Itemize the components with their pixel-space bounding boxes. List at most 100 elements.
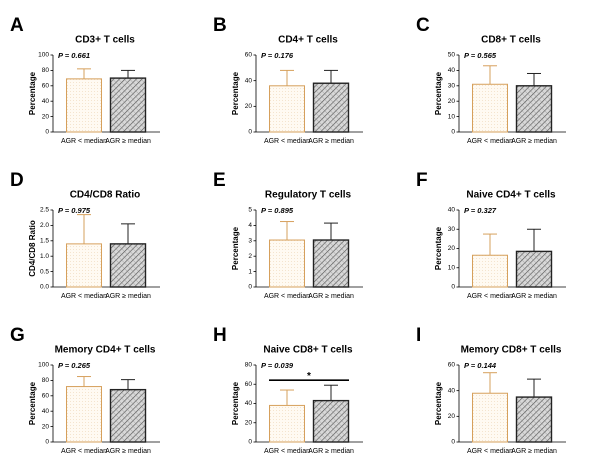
- y-axis-label: Percentage: [231, 226, 240, 270]
- x-tick-label: AGR < median: [467, 293, 513, 300]
- panel: H Naive CD8+ T cells Percentage 0 20 40 60 80 AG…: [213, 325, 363, 455]
- panel-letter: D: [10, 170, 24, 191]
- bar: [66, 243, 102, 288]
- y-tick-label: 10: [448, 264, 456, 271]
- y-tick-label: 0: [248, 284, 252, 291]
- bar: [515, 396, 553, 443]
- x-tick-label: AGR ≥ median: [105, 138, 151, 145]
- bar: [515, 85, 553, 133]
- y-tick-label: 1.5: [40, 238, 49, 245]
- p-value: P = 0.176: [261, 51, 294, 60]
- y-tick-label: 60: [245, 52, 253, 59]
- chart-title: Regulatory T cells: [265, 190, 352, 201]
- x-tick-label: AGR ≥ median: [105, 448, 151, 455]
- y-tick-label: 100: [38, 362, 49, 369]
- panel: F Naive CD4+ T cells Percentage 0 10 20 30 40 AG…: [416, 170, 566, 300]
- y-tick-label: 5: [248, 207, 252, 214]
- y-tick-label: 20: [42, 423, 50, 430]
- y-tick-label: 10: [448, 113, 456, 120]
- chart-title: Memory CD8+ T cells: [461, 345, 562, 356]
- y-tick-label: 0: [45, 129, 49, 136]
- chart-title: CD4/CD8 Ratio: [70, 190, 141, 201]
- y-tick-label: 1.0: [40, 253, 49, 260]
- bar: [472, 254, 508, 288]
- bar: [515, 250, 553, 288]
- chart-title: Memory CD4+ T cells: [55, 345, 156, 356]
- y-tick-label: 40: [42, 408, 50, 415]
- x-tick-label: AGR < median: [467, 138, 513, 145]
- chart-title: Naive CD4+ T cells: [466, 190, 556, 201]
- bar: [66, 386, 102, 443]
- y-tick-label: 60: [245, 381, 253, 388]
- chart-title: CD4+ T cells: [278, 35, 338, 46]
- y-tick-label: 50: [448, 52, 456, 59]
- y-tick-label: 20: [42, 113, 50, 120]
- y-axis-label: Percentage: [434, 226, 443, 270]
- y-tick-label: 20: [448, 98, 456, 105]
- y-tick-label: 40: [448, 387, 456, 394]
- x-tick-label: AGR ≥ median: [511, 293, 557, 300]
- p-value: P = 0.975: [58, 206, 91, 215]
- y-tick-label: 40: [448, 67, 456, 74]
- y-tick-label: 20: [448, 245, 456, 252]
- panel-letter: G: [10, 325, 25, 346]
- y-tick-label: 20: [245, 419, 253, 426]
- panel-letter: A: [10, 15, 24, 36]
- y-axis-label: Percentage: [231, 381, 240, 425]
- panel-letter: H: [213, 325, 227, 346]
- y-tick-label: 0.0: [40, 284, 49, 291]
- y-tick-label: 2.0: [40, 222, 49, 229]
- y-tick-label: 2: [248, 253, 252, 260]
- y-tick-label: 30: [448, 226, 456, 233]
- panel: C CD8+ T cells Percentage 0 10 20 30 40 50 AGR < …: [416, 15, 566, 145]
- y-tick-label: 30: [448, 83, 456, 90]
- x-tick-label: AGR < median: [264, 448, 310, 455]
- y-tick-label: 0: [248, 129, 252, 136]
- y-tick-label: 0.5: [40, 268, 49, 275]
- y-tick-label: 60: [448, 362, 456, 369]
- y-tick-label: 60: [42, 83, 50, 90]
- x-tick-label: AGR < median: [61, 448, 107, 455]
- y-axis-label: Percentage: [28, 71, 37, 115]
- y-tick-label: 20: [245, 103, 253, 110]
- y-tick-label: 3: [248, 238, 252, 245]
- bar: [109, 77, 147, 133]
- p-value: P = 0.661: [58, 51, 90, 60]
- p-value: P = 0.039: [261, 361, 294, 370]
- y-axis-label: Percentage: [434, 381, 443, 425]
- panel: E Regulatory T cells Percentage 0 1 2 3 4 5 AGR <…: [213, 170, 363, 300]
- x-tick-label: AGR ≥ median: [511, 448, 557, 455]
- bar: [312, 239, 350, 288]
- panel: B CD4+ T cells Percentage 0 20 40 60 AGR < medi…: [213, 15, 363, 145]
- p-value: P = 0.265: [58, 361, 91, 370]
- x-tick-label: AGR < median: [264, 138, 310, 145]
- chart-title: Naive CD8+ T cells: [263, 345, 353, 356]
- x-tick-label: AGR < median: [264, 293, 310, 300]
- p-value: P = 0.144: [464, 361, 497, 370]
- bar: [109, 243, 147, 288]
- y-tick-label: 80: [42, 67, 50, 74]
- x-tick-label: AGR ≥ median: [308, 138, 354, 145]
- bar: [312, 82, 350, 133]
- bar: [269, 239, 305, 288]
- y-axis-label: Percentage: [434, 71, 443, 115]
- y-tick-label: 40: [245, 400, 253, 407]
- panel: I Memory CD8+ T cells Percentage 0 20 40 60 AGR…: [416, 325, 566, 455]
- y-tick-label: 0: [248, 439, 252, 446]
- y-tick-label: 80: [245, 362, 253, 369]
- y-axis-label: Percentage: [231, 71, 240, 115]
- y-tick-label: 0: [451, 439, 455, 446]
- y-tick-label: 60: [42, 393, 50, 400]
- bar: [109, 388, 147, 443]
- y-tick-label: 4: [248, 222, 252, 229]
- y-tick-label: 0: [45, 439, 49, 446]
- y-tick-label: 20: [448, 413, 456, 420]
- p-value: P = 0.895: [261, 206, 294, 215]
- bar: [66, 78, 102, 133]
- y-tick-label: 1: [248, 268, 252, 275]
- panel-letter: E: [213, 170, 226, 191]
- panel: G Memory CD4+ T cells Percentage 0 20 40 60 80 1…: [10, 325, 160, 455]
- bar: [269, 85, 305, 133]
